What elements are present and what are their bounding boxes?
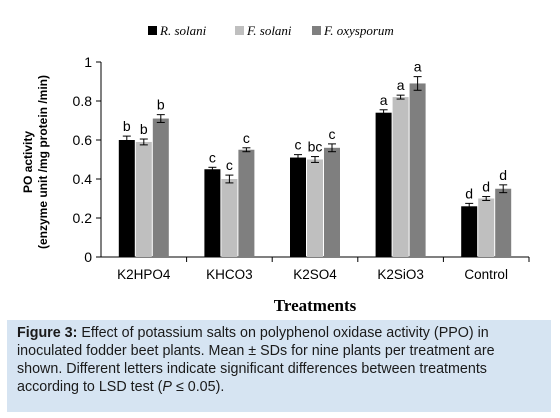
caption-text-end: ≤ 0.05). (171, 379, 225, 395)
significance-letter: b (157, 97, 165, 113)
legend-label: F. solani (246, 23, 292, 38)
bar (290, 157, 306, 257)
bar (392, 97, 409, 257)
significance-letter: c (295, 137, 302, 153)
bar (307, 159, 323, 257)
bar (324, 147, 340, 257)
bar (461, 206, 478, 257)
significance-letter: b (140, 121, 148, 137)
caption-p-symbol: P (162, 379, 172, 395)
legend: R. solani F. solani F. oxysporum (148, 23, 394, 38)
significance-letter: d (499, 167, 507, 183)
bar (495, 188, 512, 257)
significance-letter: a (380, 92, 388, 108)
caption-text: Effect of potassium salts on polyphenol … (17, 325, 495, 395)
y-tick-label: 0 (84, 249, 92, 265)
significance-letter: b (123, 118, 131, 134)
y-tick-label: 1 (84, 54, 92, 70)
significance-letter: bc (308, 139, 323, 155)
bar-chart: R. solani F. solani F. oxysporum 0 0.2 0.4 0.… (21, 23, 530, 315)
legend-swatch (148, 26, 157, 35)
x-tick-label: Control (464, 267, 508, 282)
significance-letter: c (226, 157, 233, 173)
y-axis-label-line1: PO activity (21, 131, 35, 193)
x-tick-label: KHCO3 (206, 267, 253, 282)
significance-letter: d (465, 185, 473, 201)
y-tick-label: 0.4 (73, 171, 93, 187)
bar (221, 179, 238, 257)
bar (204, 169, 221, 257)
significance-letter: a (397, 77, 405, 93)
significance-letter: c (329, 126, 336, 142)
bar (375, 112, 392, 257)
significance-letter: a (414, 59, 422, 75)
y-tick-label: 0.2 (73, 210, 93, 226)
legend-label: F. oxysporum (323, 23, 394, 38)
x-tick-label: K2SiO3 (377, 267, 424, 282)
y-axis-label-line2: (enzyme unit /mg protein /min) (36, 75, 50, 249)
y-tick-label: 0.6 (73, 132, 93, 148)
caption-label: Figure 3: (17, 325, 78, 341)
axes: 0 0.2 0.4 0.6 0.8 1 K2HPO4 KHCO3 K2SO4 K2SiO3 Cont… (73, 54, 530, 282)
x-tick-label: K2HPO4 (117, 267, 171, 282)
y-tick-label: 0.8 (73, 93, 93, 109)
bar (135, 141, 152, 257)
significance-letter: c (243, 130, 250, 146)
bar (409, 83, 426, 257)
bar (118, 140, 135, 257)
significance-letter: c (209, 149, 216, 165)
bar (478, 198, 495, 257)
figure-caption: Figure 3: Effect of potassium salts on p… (7, 320, 551, 412)
bar (152, 118, 169, 257)
x-tick-label: K2SO4 (293, 267, 337, 282)
significance-letter: d (482, 179, 490, 195)
legend-swatch (235, 26, 244, 35)
legend-label: R. solani (159, 23, 207, 38)
x-axis-label: Treatments (274, 296, 357, 315)
legend-swatch (312, 26, 321, 35)
bar (238, 149, 255, 257)
